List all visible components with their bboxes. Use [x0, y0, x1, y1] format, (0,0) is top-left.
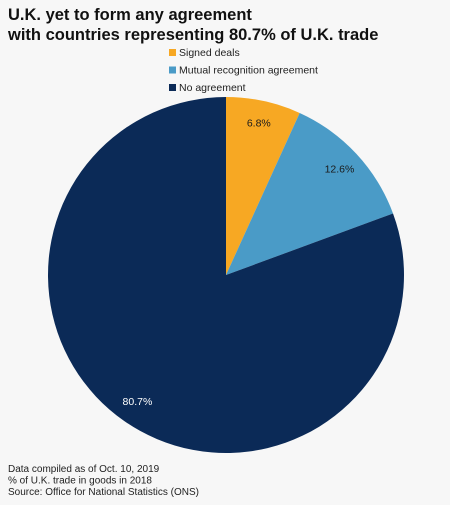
chart-title: with countries representing 80.7% of U.K… — [7, 26, 378, 44]
legend-label: No agreement — [179, 82, 246, 94]
data-label: 6.8% — [247, 117, 271, 129]
footnote: Source: Office for National Statistics (… — [8, 487, 199, 498]
pie-slice — [226, 112, 394, 276]
legend-swatch — [169, 84, 176, 91]
pie-slice — [226, 97, 300, 275]
legend-swatch — [169, 66, 176, 74]
data-label: 12.6% — [325, 163, 355, 175]
legend-label: Mutual recognition agreement — [179, 64, 318, 76]
pie-slice — [47, 97, 405, 454]
chart-title: U.K. yet to form any agreement — [8, 6, 252, 24]
footnote: Data compiled as of Oct. 10, 2019 — [8, 464, 160, 475]
footnote: % of U.K. trade in goods in 2018 — [8, 476, 152, 487]
data-label: 80.7% — [123, 396, 153, 408]
legend-swatch — [169, 49, 176, 56]
legend-label: Signed deals — [179, 47, 240, 59]
